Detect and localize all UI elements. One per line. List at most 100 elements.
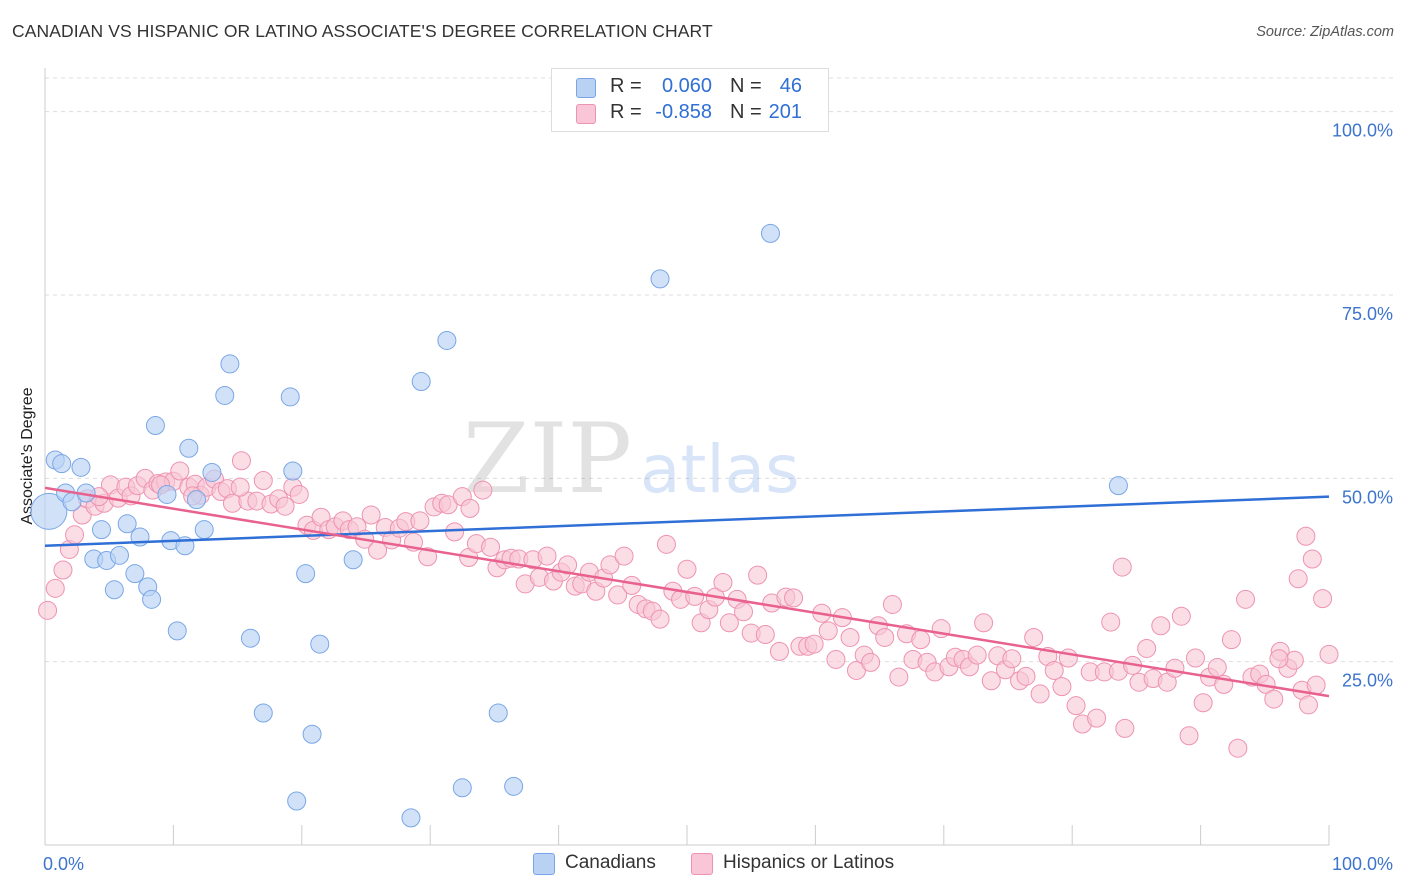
hispanic-point [861, 652, 881, 672]
hispanic-point [1264, 689, 1284, 709]
hispanic-point [1298, 695, 1318, 715]
hispanic-point [1137, 638, 1157, 658]
hispanic-point [1066, 696, 1086, 716]
stats-legend: R = 0.060 N = 46 R = -0.858 N = 201 [551, 68, 829, 132]
hispanic-point [656, 534, 676, 554]
canadian-point [437, 330, 457, 350]
canadian-point [488, 703, 508, 723]
hispanic-point [1052, 677, 1072, 697]
canadian-point [194, 520, 214, 540]
n-label: N = [730, 101, 762, 123]
hispanic-point [748, 565, 768, 585]
hispanic-point [289, 484, 309, 504]
hispanic-point [361, 505, 381, 525]
hispanic-point [719, 613, 739, 633]
canadian-point [117, 514, 137, 534]
hispanic-trend-line [44, 486, 1330, 698]
hispanic-point [967, 645, 987, 665]
hispanic-point [755, 625, 775, 645]
source-label: Source: ZipAtlas.com [1256, 24, 1394, 40]
hispanic-point [410, 511, 430, 531]
canadian-point [104, 580, 124, 600]
hispanic-point [65, 525, 85, 545]
y-tick-label: 75.0% [1342, 304, 1393, 324]
hispanic-point [253, 471, 273, 491]
canadian-point [220, 354, 240, 374]
canadian-point [30, 492, 68, 530]
hispanic-point [784, 588, 804, 608]
hispanics-legend-swatch [691, 853, 713, 875]
canadian-point [142, 589, 162, 609]
hispanic-point [911, 630, 931, 650]
canadian-point [504, 776, 524, 796]
y-tick-label: 100.0% [1332, 121, 1393, 141]
canadian-point [1108, 476, 1128, 496]
hispanic-point [875, 627, 895, 647]
hispanic-point [230, 477, 250, 497]
canadian-point [283, 461, 303, 481]
canadian-point [302, 724, 322, 744]
hispanic-point [1306, 675, 1326, 695]
legend-label-canadians: Canadians [565, 852, 656, 873]
canadian-point [401, 808, 421, 828]
tick-labels: 25.0% 50.0% 75.0% 100.0% 0.0% 100.0% [43, 121, 1393, 874]
canadian-point [411, 372, 431, 392]
hispanic-point [418, 547, 438, 567]
canadian-point [167, 621, 187, 641]
n-value: 201 [768, 101, 802, 123]
hispanic-point [1030, 684, 1050, 704]
canadian-point [179, 438, 199, 458]
hispanic-point [1101, 612, 1121, 632]
r-value: 0.060 [661, 75, 712, 97]
hispanic-point [733, 602, 753, 622]
canadian-point [452, 778, 472, 798]
r-label: R = [610, 101, 642, 123]
hispanic-point [460, 498, 480, 518]
trend-lines [44, 486, 1330, 698]
hispanics-swatch [576, 104, 596, 124]
chart-title: CANADIAN VS HISPANIC OR LATINO ASSOCIATE… [12, 21, 713, 41]
y-tick-label: 50.0% [1342, 487, 1393, 507]
watermark-atlas: atlas [640, 431, 800, 508]
hispanic-point [804, 634, 824, 654]
hispanic-point [1228, 738, 1248, 758]
canadian-point [215, 385, 235, 405]
hispanic-point [1193, 693, 1213, 713]
hispanic-point [1207, 658, 1227, 678]
x-tick-label: 100.0% [1332, 854, 1393, 874]
canadian-point [280, 387, 300, 407]
canadian-point [71, 457, 91, 477]
hispanic-point [608, 585, 628, 605]
hispanic-point [45, 578, 65, 598]
hispanic-point [622, 575, 642, 595]
hispanic-point [650, 609, 670, 629]
hispanic-point [614, 546, 634, 566]
hispanic-point [1171, 606, 1191, 626]
hispanic-point [713, 572, 733, 592]
r-value: -0.858 [655, 101, 712, 123]
hispanic-point [38, 600, 58, 620]
hispanic-point [473, 480, 493, 500]
hispanic-point [275, 496, 295, 516]
hispanic-point [1302, 549, 1322, 569]
canadian-point [109, 545, 129, 565]
hispanic-point [600, 555, 620, 575]
hispanic-point [677, 559, 697, 579]
watermark-zip: ZIP [463, 403, 632, 515]
canadian-trend-line [44, 495, 1330, 548]
hispanic-point [685, 586, 705, 606]
canadian-point [145, 416, 165, 436]
hispanic-point [1296, 526, 1316, 546]
hispanic-point [1087, 708, 1107, 728]
y-tick-label: 25.0% [1342, 671, 1393, 691]
hispanic-point [818, 621, 838, 641]
hispanic-point [1221, 630, 1241, 650]
canadian-point [650, 269, 670, 289]
hispanic-point [1165, 658, 1185, 678]
hispanic-point [1112, 557, 1132, 577]
hispanic-point [1024, 627, 1044, 647]
canadian-point [253, 703, 273, 723]
hispanic-point [1044, 660, 1064, 680]
canadian-point [343, 550, 363, 570]
canadian-point [157, 484, 177, 504]
